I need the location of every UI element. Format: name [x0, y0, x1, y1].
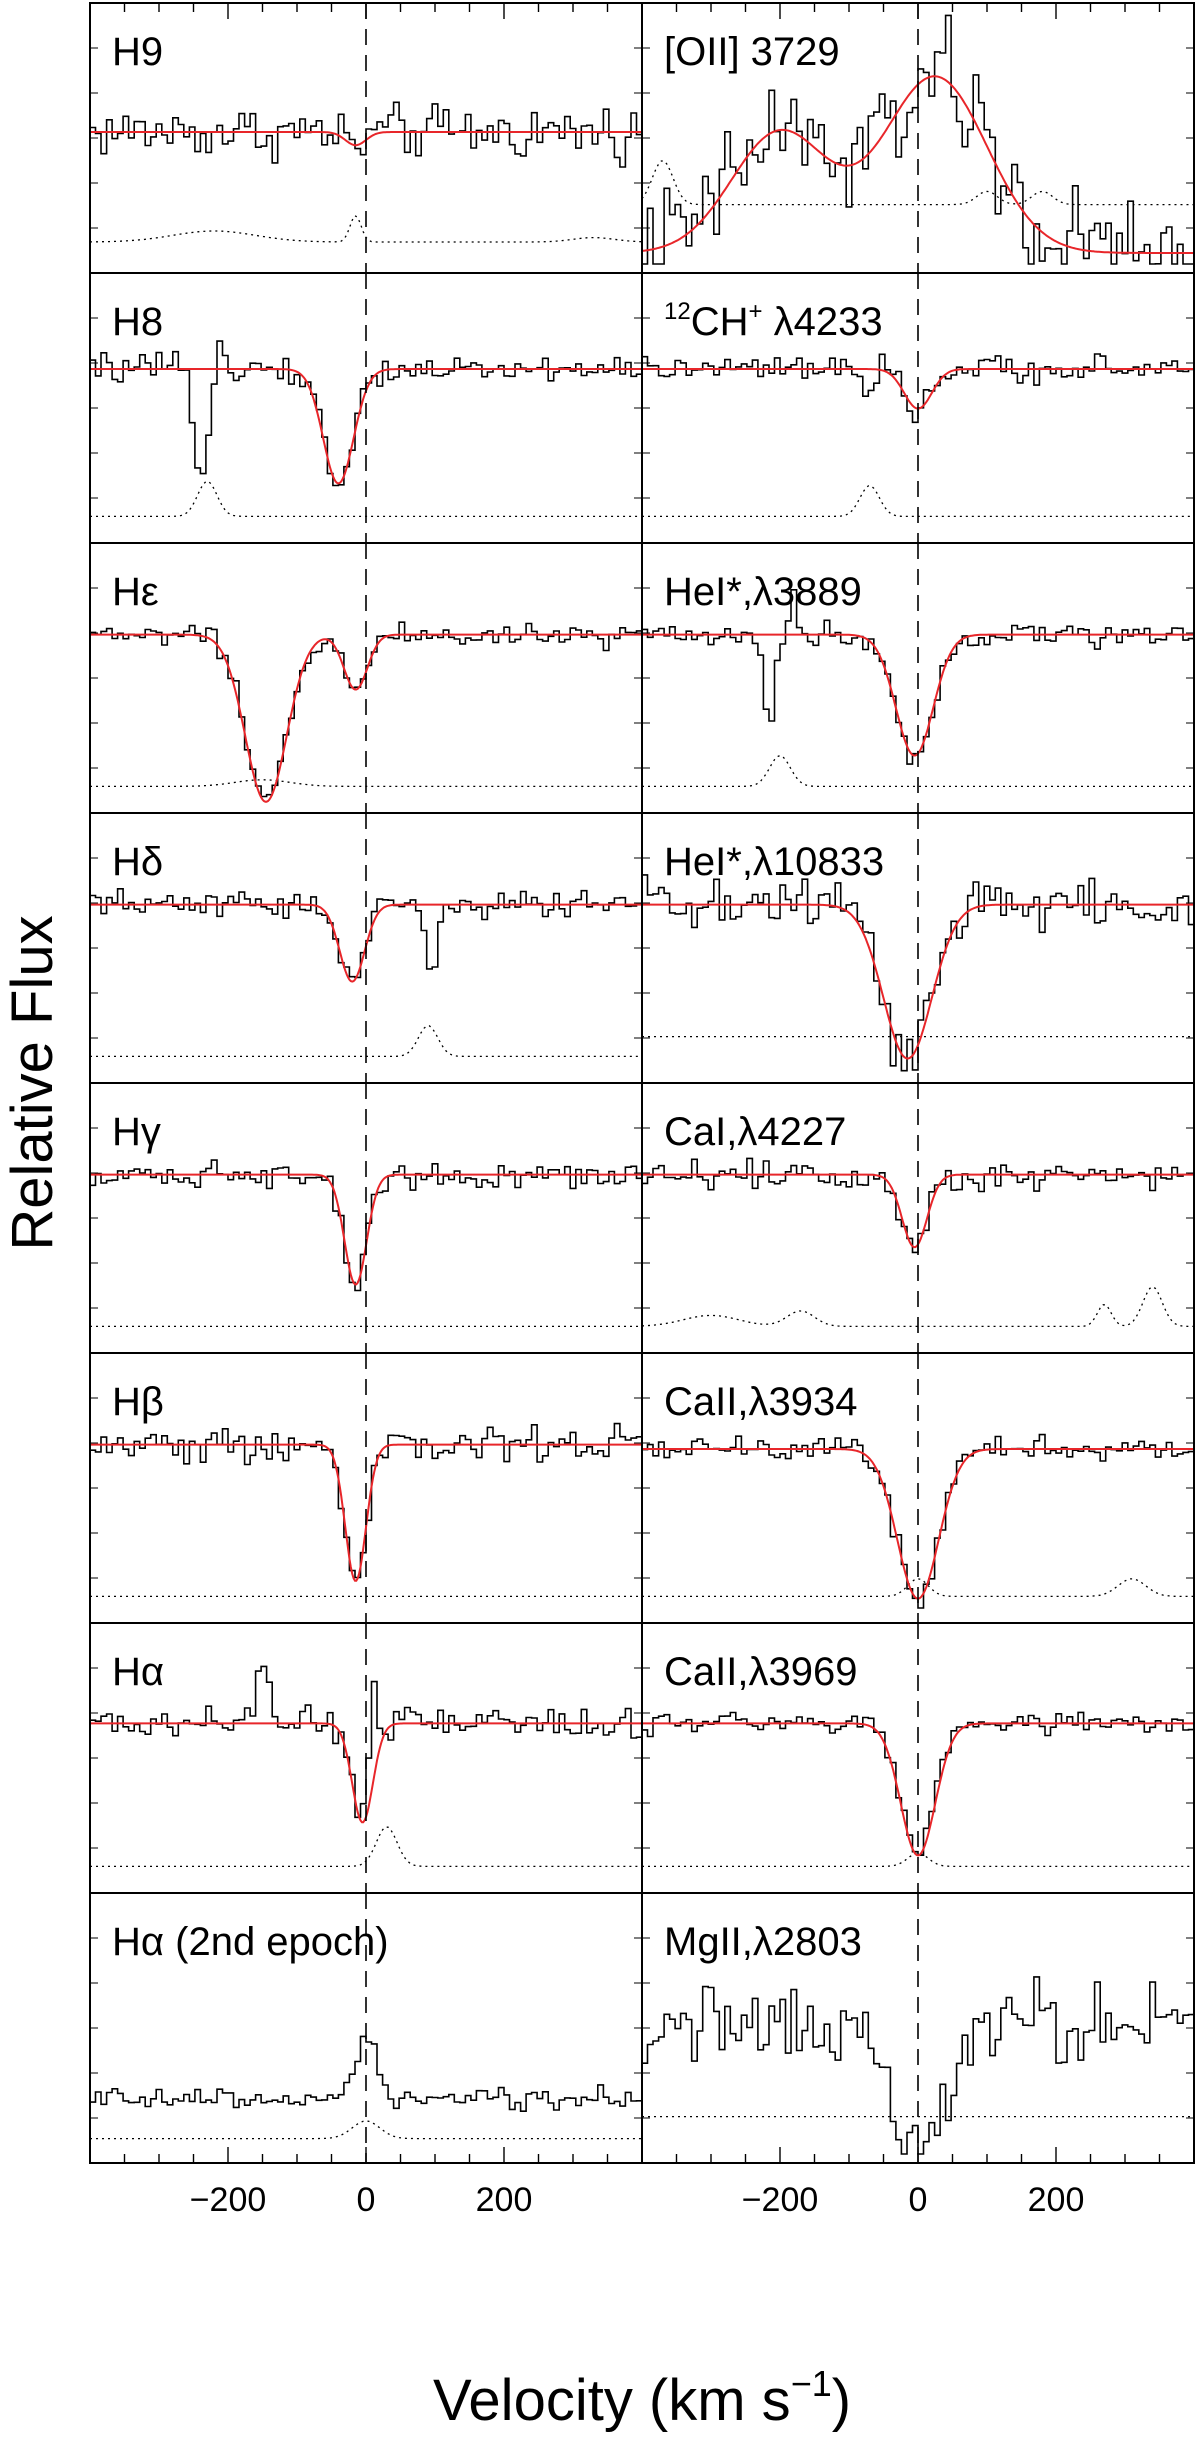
panel-label: 12CH+ λ4233: [664, 298, 883, 344]
error-spectrum-line: [641, 160, 1194, 206]
spectrum-data-line: [642, 1433, 1194, 1609]
error-spectrum-line: [642, 1578, 1194, 1598]
spectrum-data-line: [90, 1159, 642, 1292]
fit-model-line: [90, 633, 642, 803]
panel-10: Hβ: [89, 1352, 643, 1624]
panel-label: CaI,λ4227: [664, 1110, 846, 1154]
panel-label: Hγ: [112, 1110, 161, 1154]
error-spectrum-line: [90, 2120, 642, 2140]
fit-model-line: [90, 1443, 642, 1582]
panel-0: H9: [89, 2, 643, 274]
panel-12: Hα: [89, 1622, 643, 1894]
panel-label: Hα (2nd epoch): [112, 1920, 389, 1964]
panel-label: MgII,λ2803: [664, 1920, 862, 1964]
panel-label: Hα: [112, 1650, 164, 1694]
x-tick-label: −200: [742, 2181, 819, 2219]
panel-6: Hδ: [89, 812, 643, 1084]
panel-label: HeI*,λ3889: [664, 570, 862, 614]
panel-8: Hγ: [89, 1082, 643, 1354]
panel-label: CaII,λ3934: [664, 1380, 857, 1424]
panel-label: Hδ: [112, 840, 163, 884]
panel-11: CaII,λ3934: [641, 1352, 1195, 1624]
error-spectrum-line: [642, 754, 1194, 788]
fit-model-line: [642, 1722, 1194, 1857]
panel-5: HeI*,λ3889: [641, 542, 1195, 814]
panel-label: HeI*,λ10833: [664, 840, 884, 884]
spectrum-data-line: [642, 1157, 1194, 1254]
panel-4: Hε: [89, 542, 643, 814]
panel-13: CaII,λ3969: [641, 1622, 1195, 1894]
x-tick-label: −200: [190, 2181, 267, 2219]
panel-label: Hε: [112, 570, 159, 614]
panel-label: CaII,λ3969: [664, 1650, 857, 1694]
panel-15: MgII,λ2803: [641, 1892, 1195, 2164]
x-tick-label: 200: [476, 2181, 533, 2219]
x-tick-label: 200: [1028, 2181, 1085, 2219]
x-tick-label: 0: [357, 2181, 376, 2219]
panel-label: H8: [112, 300, 163, 344]
panel-14: Hα (2nd epoch): [89, 1892, 643, 2164]
spectrum-data-line: [90, 2035, 642, 2112]
panel-7: HeI*,λ10833: [641, 812, 1195, 1084]
panel-9: CaI,λ4227: [641, 1082, 1195, 1354]
panel-2: H8: [89, 272, 643, 544]
panel-label: Hβ: [112, 1380, 164, 1424]
fit-model-line: [642, 903, 1194, 1060]
panel-1: [OII] 3729: [641, 2, 1195, 274]
panel-label: H9: [112, 30, 163, 74]
x-tick-label: 0: [909, 2181, 928, 2219]
panel-3: 12CH+ λ4233: [641, 272, 1195, 544]
panel-label: [OII] 3729: [664, 30, 840, 74]
error-spectrum-line: [642, 1852, 1194, 1868]
x-axis-label: Velocity (km s−1): [433, 2363, 851, 2433]
y-axis-label: Relative Flux: [0, 915, 65, 1250]
